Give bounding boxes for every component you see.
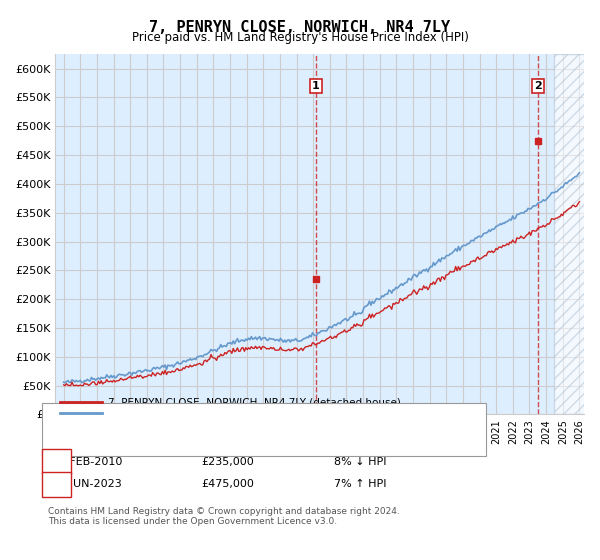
- Text: 7, PENRYN CLOSE, NORWICH, NR4 7LY (detached house): 7, PENRYN CLOSE, NORWICH, NR4 7LY (detac…: [108, 397, 401, 407]
- Text: £235,000: £235,000: [202, 457, 254, 467]
- Text: Price paid vs. HM Land Registry's House Price Index (HPI): Price paid vs. HM Land Registry's House …: [131, 31, 469, 44]
- Text: 7, PENRYN CLOSE, NORWICH, NR4 7LY: 7, PENRYN CLOSE, NORWICH, NR4 7LY: [149, 20, 451, 35]
- Text: 2: 2: [53, 479, 60, 489]
- Text: 1: 1: [312, 81, 320, 91]
- Text: 7% ↑ HPI: 7% ↑ HPI: [334, 479, 386, 489]
- Text: 12-JUN-2023: 12-JUN-2023: [52, 479, 122, 489]
- Text: Contains HM Land Registry data © Crown copyright and database right 2024.
This d: Contains HM Land Registry data © Crown c…: [48, 507, 400, 526]
- Text: 24-FEB-2010: 24-FEB-2010: [52, 457, 122, 467]
- Text: HPI: Average price, detached house, Norwich: HPI: Average price, detached house, Norw…: [108, 408, 343, 418]
- Bar: [554, 54, 588, 414]
- Text: £475,000: £475,000: [202, 479, 254, 489]
- Text: 2: 2: [534, 81, 542, 91]
- Text: 1: 1: [53, 457, 60, 467]
- Text: 8% ↓ HPI: 8% ↓ HPI: [334, 457, 386, 467]
